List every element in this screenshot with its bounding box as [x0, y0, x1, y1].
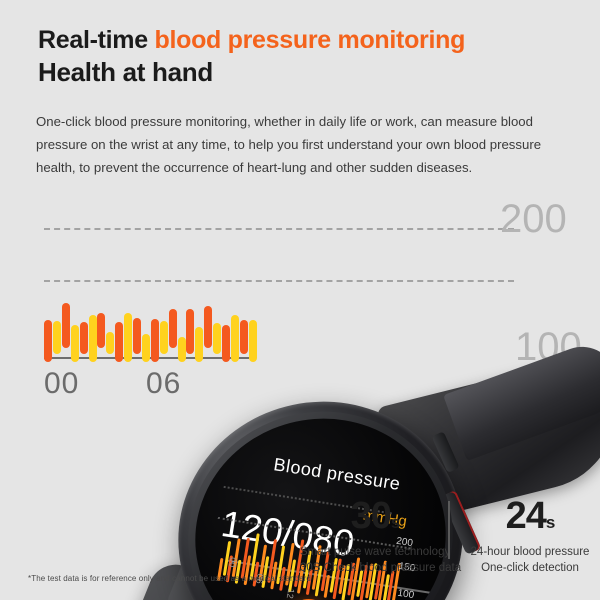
- background-bar: [186, 309, 195, 354]
- background-xtick-1: 06: [146, 367, 182, 400]
- background-bar: [124, 313, 133, 362]
- stat-line2-1: One-click detection: [481, 562, 579, 574]
- background-ylabel-200: 200: [500, 197, 567, 241]
- page-title: Real-time blood pressure monitoring: [38, 26, 465, 55]
- background-bar-chart: [44, 290, 259, 362]
- background-bar: [44, 319, 52, 362]
- background-bar: [79, 322, 88, 354]
- stat-suffix-0: s: [390, 513, 401, 532]
- background-bar: [141, 333, 150, 362]
- stat-line2-0: 30S Check blood pressure data: [300, 562, 462, 574]
- background-bar: [150, 318, 159, 362]
- background-bar: [52, 320, 61, 354]
- background-xtick-0: 00: [44, 367, 80, 400]
- stats-divider: [448, 501, 450, 559]
- background-gridline-upper: [44, 228, 514, 230]
- hero-illustration: 00 06 200 100 50 24 Blood pressure 120/0…: [0, 195, 600, 600]
- description-paragraph: One-click blood pressure monitoring, whe…: [36, 114, 542, 175]
- stat-suffix-1: s: [545, 513, 556, 532]
- stat-number-1: 24s: [455, 495, 600, 544]
- stat-number-0: 30s: [300, 495, 450, 544]
- background-bar: [239, 320, 248, 354]
- watch-xtick-12: 12: [284, 587, 297, 600]
- stat-value-0: 30: [350, 495, 392, 537]
- background-bar: [159, 320, 168, 354]
- background-bar: [222, 324, 230, 362]
- background-bar: [97, 313, 106, 348]
- stat-card-0: 30s Smart pulse wave technology 30S Chec…: [300, 495, 462, 576]
- background-bar: [204, 306, 213, 348]
- background-bar: [213, 323, 222, 354]
- watch-screen-title: Blood pressure: [272, 454, 402, 494]
- page-title-prefix: Real-time: [38, 26, 155, 54]
- stats-section: 30s Smart pulse wave technology 30S Chec…: [300, 495, 600, 590]
- background-bar: [248, 319, 257, 362]
- watch-xtick-00: 00: [227, 556, 239, 569]
- background-bar: [133, 318, 141, 354]
- page-title-accent: blood pressure monitoring: [154, 26, 466, 54]
- background-bar: [177, 336, 186, 362]
- background-gridline-lower: [44, 280, 514, 282]
- stat-line1-0: Smart pulse wave technology: [300, 546, 451, 558]
- disclaimer-text: *The test data is for reference only and…: [28, 574, 311, 583]
- stat-line1-1: 24-hour blood pressure: [470, 546, 590, 558]
- stat-card-1: 24s 24-hour blood pressure One-click det…: [455, 495, 600, 576]
- page-subtitle: Health at hand: [38, 57, 213, 87]
- stat-value-1: 24: [505, 495, 547, 537]
- background-bar: [115, 321, 124, 362]
- background-bar: [106, 332, 115, 354]
- background-bar: [61, 302, 70, 348]
- background-bar: [70, 324, 79, 362]
- background-bar: [230, 315, 239, 362]
- background-bar: [88, 315, 97, 362]
- background-bar: [195, 326, 204, 362]
- background-bar: [168, 309, 177, 348]
